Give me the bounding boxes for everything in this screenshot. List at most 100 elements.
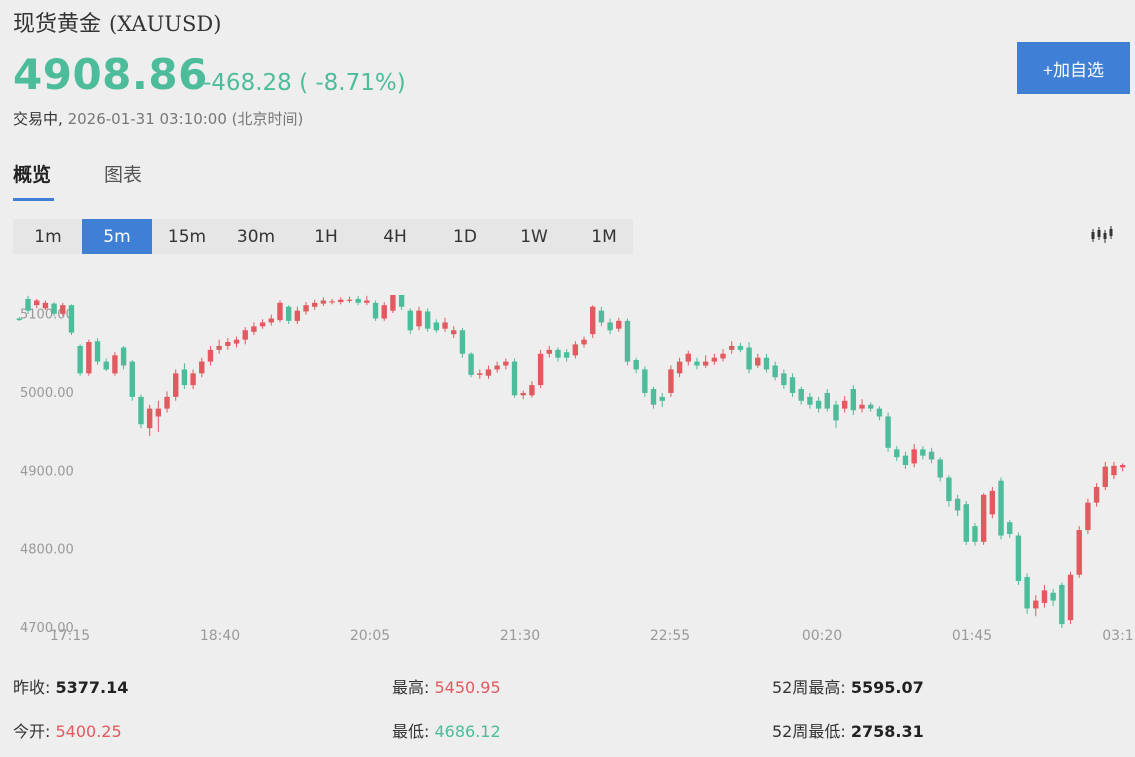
- candle-body: [642, 369, 648, 393]
- period-1h[interactable]: 1H: [314, 226, 338, 247]
- candle-body: [746, 347, 752, 370]
- candle-body: [181, 369, 188, 386]
- candle: [607, 318, 613, 335]
- candle-body: [668, 369, 674, 393]
- candlestick-chart-icon[interactable]: [1090, 225, 1116, 245]
- candle: [329, 298, 335, 305]
- candle-body: [1102, 466, 1108, 487]
- period-30m[interactable]: 30m: [236, 226, 276, 247]
- candle: [294, 306, 301, 324]
- candle-body: [390, 295, 396, 311]
- candle-body: [155, 408, 162, 417]
- candle: [120, 345, 127, 370]
- candle: [894, 446, 900, 462]
- candle-body: [815, 400, 822, 409]
- candle-body: [381, 305, 387, 319]
- candle-body: [120, 347, 127, 366]
- candle-body: [199, 361, 205, 374]
- candle-body: [1085, 502, 1091, 531]
- add-to-watchlist-button[interactable]: +加自选: [1017, 42, 1130, 94]
- period-1d[interactable]: 1D: [453, 226, 477, 247]
- candle-body: [537, 353, 544, 386]
- candle-body: [1067, 574, 1074, 621]
- tab-overview[interactable]: 概览: [13, 164, 52, 186]
- candle-body: [781, 373, 787, 386]
- period-1mo[interactable]: 1M: [591, 226, 617, 247]
- period-15m[interactable]: 15m: [167, 226, 207, 247]
- tab-chart[interactable]: 图表: [104, 164, 143, 186]
- candle: [416, 306, 422, 331]
- candle: [225, 338, 231, 350]
- stat-low: 最低: 4686.12: [392, 718, 501, 742]
- candle-body: [659, 396, 665, 401]
- period-5m[interactable]: 5m: [82, 219, 152, 254]
- candle: [529, 381, 535, 398]
- candle: [868, 402, 874, 412]
- stat-52w-high-label: 52周最高:: [772, 678, 846, 697]
- y-tick-label: 4700.00: [20, 621, 74, 636]
- candle: [164, 391, 170, 413]
- x-tick-label: 03:1: [1102, 628, 1133, 644]
- candle-body: [885, 416, 891, 448]
- candle: [338, 297, 344, 305]
- candle-body: [998, 480, 1004, 536]
- candle: [850, 385, 857, 415]
- candle-body: [268, 318, 274, 323]
- candle: [233, 336, 240, 348]
- candle: [511, 358, 518, 398]
- candle: [737, 342, 744, 353]
- candle-body: [146, 408, 153, 429]
- candle: [781, 369, 787, 390]
- candle-body: [77, 345, 83, 374]
- candle-body: [173, 373, 179, 397]
- candle: [442, 317, 448, 332]
- trading-status: 交易中, 2026-01-31 03:10:00 (北京时间): [13, 108, 303, 129]
- candle-body: [859, 404, 865, 409]
- period-4h[interactable]: 4H: [383, 226, 407, 247]
- candle-body: [1119, 465, 1126, 468]
- candle-body: [711, 357, 718, 362]
- y-tick-label: 5000.00: [20, 386, 74, 401]
- candle-body: [225, 342, 231, 346]
- candle-body: [989, 490, 996, 515]
- candle-body: [416, 310, 422, 327]
- candle-body: [555, 349, 561, 358]
- candle: [485, 365, 492, 379]
- candle-body: [572, 344, 579, 356]
- candle-body: [772, 365, 778, 378]
- candle: [633, 357, 639, 374]
- candle-body: [494, 365, 500, 370]
- candle: [51, 302, 57, 317]
- candle: [946, 475, 952, 507]
- stat-open: 今开: 5400.25: [13, 718, 122, 742]
- candle: [1102, 461, 1108, 491]
- candle: [16, 316, 23, 321]
- candle: [789, 373, 796, 397]
- candle-body: [112, 355, 118, 374]
- candle-body: [477, 373, 483, 375]
- instrument-code: (XAUUSD): [109, 12, 222, 36]
- period-1w[interactable]: 1W: [520, 226, 548, 247]
- candle: [285, 305, 292, 324]
- candle-body: [459, 330, 466, 354]
- candle: [1033, 595, 1039, 617]
- candle: [694, 357, 700, 370]
- candle: [129, 360, 135, 401]
- candle: [676, 357, 683, 378]
- y-tick-label: 4900.00: [20, 464, 74, 479]
- candle-body: [451, 330, 457, 335]
- candle: [902, 451, 909, 469]
- candle: [364, 295, 370, 306]
- stat-52w-low-value: 2758.31: [850, 722, 924, 741]
- instrument-title: 现货黄金 (XAUUSD): [13, 6, 221, 38]
- candle: [616, 317, 622, 332]
- candle: [755, 353, 761, 368]
- candle-body: [520, 392, 526, 396]
- candle-body: [616, 320, 622, 329]
- candle: [937, 457, 943, 482]
- candle: [807, 392, 813, 409]
- candle-body: [207, 349, 214, 362]
- stat-open-label: 今开:: [13, 722, 51, 741]
- period-1m[interactable]: 1m: [34, 226, 62, 247]
- status-time: 2026-01-31 03:10:00 (北京时间): [67, 110, 304, 128]
